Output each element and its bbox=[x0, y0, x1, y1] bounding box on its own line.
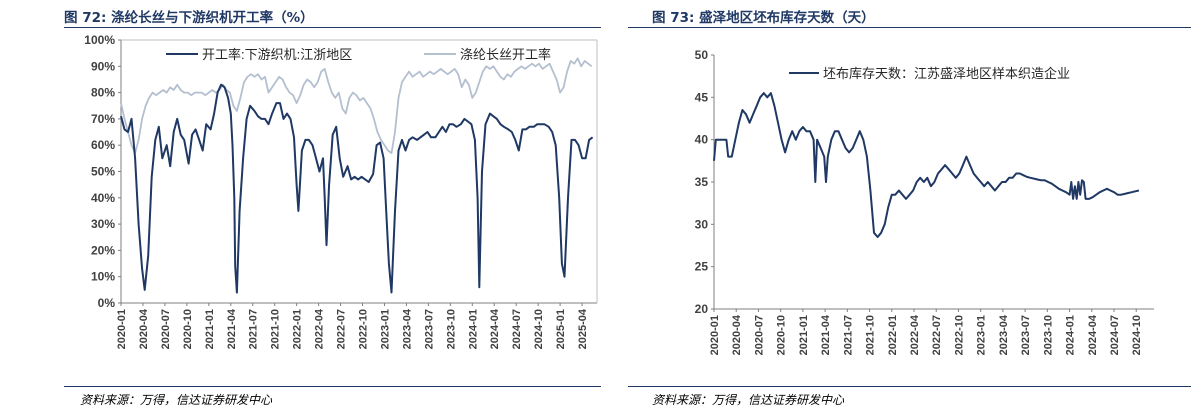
figure-72: 图 72: 涤纶长丝与下游织机开工率（%） 0% 10% 20% 30% 40% 50% 6… bbox=[64, 10, 601, 407]
legend-label: 涤纶长丝开工率 bbox=[460, 47, 551, 62]
y-tick-label: 25 bbox=[695, 260, 709, 274]
source-rule bbox=[628, 386, 1191, 387]
figure-72-title: 图 72: 涤纶长丝与下游织机开工率（%） bbox=[64, 10, 314, 26]
x-tick-label: 2022-01 bbox=[292, 309, 304, 349]
y-tick-label: 100% bbox=[84, 33, 115, 47]
x-tick-label: 2022-10 bbox=[358, 309, 370, 349]
x-tick-label: 2023-04 bbox=[998, 314, 1010, 355]
y-tick-label: 60% bbox=[91, 138, 115, 152]
x-tick-label: 2023-07 bbox=[1020, 315, 1032, 355]
x-tick-label: 2020-04 bbox=[138, 308, 150, 349]
legend-label: 开工率:下游织机:江浙地区 bbox=[202, 47, 352, 62]
x-tick-label: 2023-01 bbox=[976, 315, 988, 355]
figure-73-source: 资料来源：万得，信达证券研发中心 bbox=[652, 393, 845, 407]
y-tick-label: 20% bbox=[91, 243, 115, 257]
x-tick-label: 2025-01 bbox=[555, 309, 567, 349]
x-tick-label: 2020-10 bbox=[776, 315, 788, 355]
x-tick-label: 2021-07 bbox=[842, 315, 854, 355]
figure-72-source: 资料来源：万得，信达证券研发中心 bbox=[80, 393, 273, 407]
series-line bbox=[120, 83, 594, 294]
x-tick-label: 2021-01 bbox=[798, 315, 810, 355]
x-tick-label: 2023-10 bbox=[445, 309, 457, 349]
x-tick-label: 2025-04 bbox=[577, 308, 589, 349]
x-tick-label: 2024-01 bbox=[467, 309, 479, 349]
x-tick-label: 2021-10 bbox=[865, 315, 877, 355]
x-tick-label: 2020-07 bbox=[753, 315, 765, 355]
y-tick-label: 50% bbox=[91, 165, 115, 179]
x-tick-label: 2021-04 bbox=[820, 314, 832, 355]
title-rule bbox=[64, 27, 601, 28]
y-tick-label: 0% bbox=[98, 296, 116, 310]
x-tick-label: 2024-01 bbox=[1065, 315, 1077, 355]
x-tick-label: 2020-01 bbox=[116, 309, 128, 349]
y-tick-label: 50 bbox=[695, 48, 709, 62]
x-tick-label: 2021-01 bbox=[204, 309, 216, 349]
y-tick-label: 45 bbox=[695, 90, 709, 104]
y-tick-label: 10% bbox=[91, 270, 115, 284]
x-tick-label: 2023-04 bbox=[401, 308, 413, 349]
x-tick-label: 2021-07 bbox=[248, 309, 260, 349]
x-tick-label: 2024-10 bbox=[1131, 315, 1143, 355]
x-tick-label: 2020-04 bbox=[731, 314, 743, 355]
y-tick-label: 30% bbox=[91, 217, 115, 231]
x-tick-label: 2022-04 bbox=[909, 314, 921, 355]
x-tick-label: 2024-07 bbox=[1109, 315, 1121, 355]
figure-73: 图 73: 盛泽地区坯布库存天数（天） 20 25 30 35 40 45 50 2020-0… bbox=[628, 0, 1191, 418]
y-tick-label: 20 bbox=[695, 302, 709, 316]
x-tick-label: 2022-07 bbox=[931, 315, 943, 355]
y-tick-label: 30 bbox=[695, 217, 709, 231]
series-line bbox=[713, 92, 1140, 238]
x-tick-label: 2024-04 bbox=[1087, 314, 1099, 355]
x-tick-label: 2022-10 bbox=[953, 315, 965, 355]
x-tick-label: 2021-04 bbox=[226, 308, 238, 349]
title-rule bbox=[628, 27, 1191, 28]
x-tick-label: 2020-10 bbox=[182, 309, 194, 349]
series-line bbox=[120, 57, 593, 154]
figure-73-title: 图 73: 盛泽地区坯布库存天数（天） bbox=[652, 10, 875, 26]
x-tick-label: 2022-04 bbox=[314, 308, 326, 349]
x-tick-label: 2024-07 bbox=[511, 309, 523, 349]
x-tick-label: 2020-07 bbox=[160, 309, 172, 349]
y-tick-label: 90% bbox=[91, 59, 115, 73]
y-tick-label: 35 bbox=[695, 175, 709, 189]
y-tick-label: 80% bbox=[91, 86, 115, 100]
x-tick-label: 2021-10 bbox=[270, 309, 282, 349]
chart-73: 20 25 30 35 40 45 50 2020-01 2020-04 2020-07 2020-… bbox=[695, 48, 1154, 355]
x-tick-label: 2023-01 bbox=[379, 309, 391, 349]
source-rule bbox=[64, 386, 601, 387]
y-tick-label: 70% bbox=[91, 112, 115, 126]
y-tick-label: 40% bbox=[91, 191, 115, 205]
x-tick-label: 2022-07 bbox=[336, 309, 348, 349]
x-tick-label: 2023-10 bbox=[1042, 315, 1054, 355]
x-tick-label: 2020-01 bbox=[709, 315, 721, 355]
x-tick-label: 2022-01 bbox=[887, 315, 899, 355]
chart-72: 0% 10% 20% 30% 40% 50% 60% 70% 80% 90% 100% 2020-01… bbox=[84, 33, 598, 349]
y-tick-label: 40 bbox=[695, 133, 709, 147]
x-tick-label: 2024-10 bbox=[533, 309, 545, 349]
x-tick-label: 2024-04 bbox=[489, 308, 501, 349]
legend-label: 坯布库存天数：江苏盛泽地区样本织造企业 bbox=[823, 66, 1070, 81]
x-tick-label: 2023-07 bbox=[423, 309, 435, 349]
